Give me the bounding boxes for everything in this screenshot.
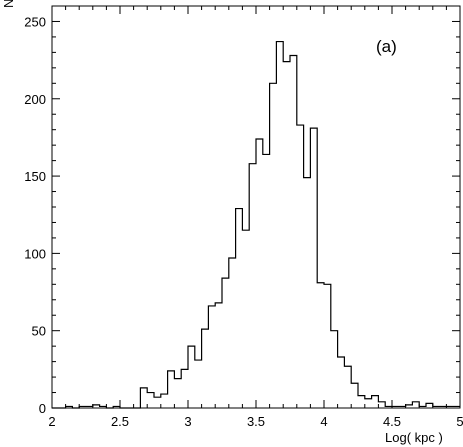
y-tick-label: 50 — [32, 324, 46, 339]
x-tick-label: 2 — [48, 414, 55, 429]
y-tick-label: 100 — [24, 246, 46, 261]
y-tick-label: 0 — [39, 401, 46, 416]
y-axis-label: N — [1, 0, 16, 8]
x-axis-label: Log( kpc ) — [385, 430, 443, 445]
x-tick-label: 5 — [456, 414, 463, 429]
x-tick-label: 3 — [184, 414, 191, 429]
panel-label: (a) — [376, 37, 397, 56]
y-tick-label: 150 — [24, 169, 46, 184]
plot-frame — [51, 5, 461, 409]
x-tick-label: 4.5 — [383, 414, 401, 429]
y-tick-label: 250 — [24, 14, 46, 29]
plot-border — [51, 5, 461, 409]
x-tick-label: 3.5 — [247, 414, 265, 429]
y-axis-ticks: 0 50 100 150 200 250 — [24, 5, 460, 416]
histogram-outline — [52, 40, 460, 409]
x-axis-ticks: 2 2.5 3 3.5 4 4.5 5 — [48, 6, 463, 429]
y-tick-label: 200 — [24, 92, 46, 107]
x-tick-label: 4 — [320, 414, 327, 429]
x-tick-label: 2.5 — [111, 414, 129, 429]
